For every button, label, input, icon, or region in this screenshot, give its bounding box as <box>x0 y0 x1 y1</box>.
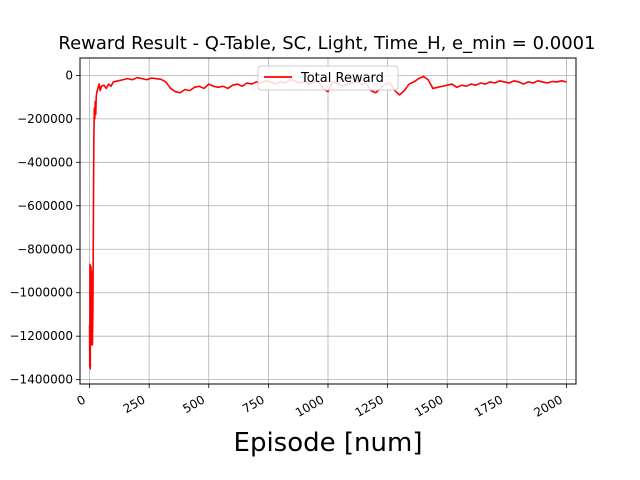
y-axis: 0 −200000 −400000 −600000 −800000 −1000000 −12… <box>10 68 80 387</box>
y-tick-label: −1400000 <box>10 373 74 387</box>
y-tick-label: −800000 <box>17 242 73 256</box>
legend: Total Reward <box>257 65 399 91</box>
y-tick-label: 0 <box>65 68 73 82</box>
y-tick-label: −200000 <box>17 112 73 126</box>
y-tick-label: −1200000 <box>10 329 74 343</box>
y-tick-label: −1000000 <box>10 286 74 300</box>
chart-title: Reward Result - Q-Table, SC, Light, Time… <box>58 33 595 54</box>
x-axis-label: Episode [num] <box>234 428 423 458</box>
legend-label-total-reward: Total Reward <box>300 71 384 86</box>
y-tick-label: −600000 <box>17 199 73 213</box>
y-tick-label: −400000 <box>17 155 73 169</box>
legend-box <box>257 65 399 91</box>
